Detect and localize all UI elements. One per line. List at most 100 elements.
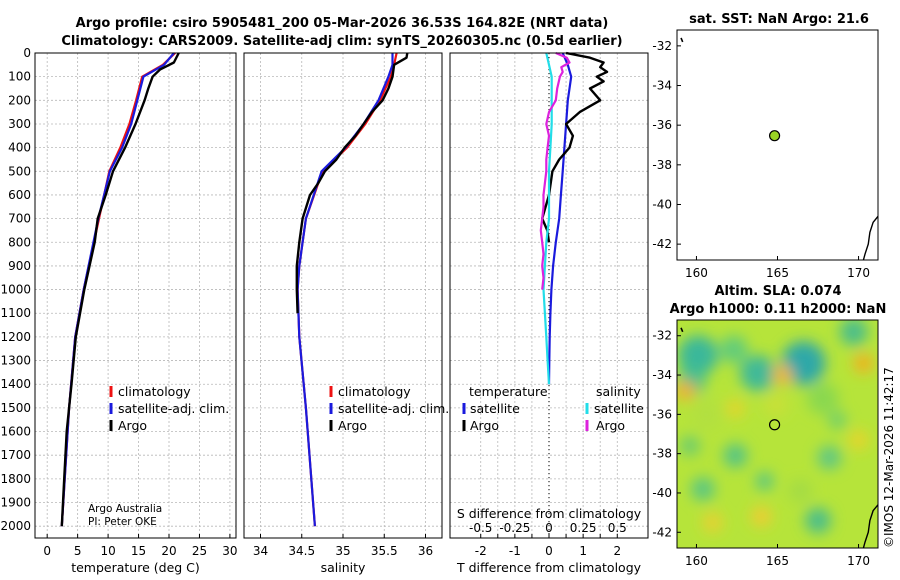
legend-header-temperature: temperature (469, 384, 548, 399)
legend-label-satellite: satellite-adj. clim. (338, 401, 449, 416)
y-tick-label: 1200 (0, 330, 31, 344)
sla-anomaly (678, 335, 719, 376)
sla-map: 160 165 170 -32 -34 -36 -38 -40 -42 (652, 319, 879, 568)
map-y-tick-label: -42 (652, 525, 672, 539)
x2-tick-label: -0.5 (469, 521, 492, 535)
y-tick-label: 700 (8, 212, 31, 226)
x-tick-label: -2 (475, 544, 487, 558)
legend-header-salinity: salinity (596, 384, 641, 399)
map-y-tick-label: -40 (652, 486, 672, 500)
axes-frame (34, 52, 237, 539)
map-x-tick-label: 170 (847, 554, 870, 568)
sla-anomaly (763, 392, 788, 417)
timestamp: ©IMOS 12-Mar-2026 11:42:17 (882, 367, 896, 548)
sla-map-title-line1: Altim. SLA: 0.074 (715, 284, 842, 299)
series-line (60, 52, 175, 527)
sla-anomaly (723, 443, 748, 468)
x-tick-label: 25 (192, 544, 207, 558)
y-tick-label: 500 (8, 164, 31, 178)
difference-panel: -2 -1 0 1 2-0.5 -0.25 0 0.25 0.5S difference fro… (449, 51, 649, 575)
x2-tick-label: 0.25 (570, 521, 597, 535)
x-tick-label: 15 (131, 544, 146, 558)
y-tick-label: 300 (8, 117, 31, 131)
x-tick-label: 2 (613, 544, 621, 558)
legend-label-argo: Argo (338, 418, 367, 433)
y-tick-label: 800 (8, 235, 31, 249)
map-frame (676, 29, 879, 261)
sla-field (677, 320, 874, 534)
salinity-legend: climatology satellite-adj. clim. Argo (329, 384, 449, 433)
map-x-tick-label: 165 (766, 554, 789, 568)
coastline-nz (862, 504, 879, 549)
x-tick-label: -1 (509, 544, 521, 558)
y-tick-label: 100 (8, 70, 31, 84)
main-title-line1: Argo profile: csiro 5905481_200 05-Mar-2… (76, 16, 609, 31)
x2-tick-label: -0.25 (499, 521, 530, 535)
x-tick-label: 34 (253, 544, 268, 558)
sla-anomaly (853, 353, 874, 374)
sla-anomaly (839, 320, 868, 346)
series-line (60, 52, 180, 527)
legend-label-sal-satellite: satellite (594, 401, 644, 416)
sla-anomaly (677, 380, 696, 401)
y-tick-label: 1400 (0, 377, 31, 391)
sla-map-title-line2: Argo h1000: 0.11 h2000: NaN (670, 302, 887, 317)
map-x-tick-label: 165 (766, 266, 789, 280)
salinity-panel: 34 34.5 35 35.5 36 salinity (243, 52, 443, 575)
coastline-islet (680, 327, 684, 333)
sla-anomaly (848, 429, 869, 450)
x2-tick-label: 0 (545, 521, 553, 535)
y-tick-label: 900 (8, 259, 31, 273)
map-x-tick-label: 160 (685, 266, 708, 280)
y-tick-label: 1000 (0, 283, 31, 297)
y-tick-label: 400 (8, 141, 31, 155)
series-line (60, 52, 176, 527)
map-y-tick-label: -40 (652, 197, 672, 211)
sla-anomaly (702, 512, 723, 533)
y-tick-label: 2000 (0, 519, 31, 533)
float-position-marker (768, 130, 781, 142)
y-tick-label: 1300 (0, 354, 31, 368)
x-tick-label: 30 (222, 544, 237, 558)
y-tick-label: 0 (23, 46, 31, 60)
axes-frame (243, 52, 443, 539)
x-tick-label: 35 (335, 544, 350, 558)
temperature-panel: 0100200300400500600700800900100011001200… (0, 46, 237, 575)
float-position-marker (768, 419, 781, 431)
y-tick-label: 200 (8, 93, 31, 107)
map-y-tick-label: -42 (652, 237, 672, 251)
map-y-tick-label: -32 (652, 329, 672, 343)
temperature-legend: climatology satellite-adj. clim. Argo (109, 384, 229, 433)
x-tick-label: 34.5 (288, 544, 315, 558)
map-y-tick-label: -36 (652, 407, 672, 421)
legend-label-climatology: climatology (338, 384, 411, 399)
map-y-tick-label: -32 (652, 39, 672, 53)
y-tick-label: 1800 (0, 472, 31, 486)
sla-anomaly (740, 355, 777, 392)
x-tick-label: 0 (43, 544, 51, 558)
x-axis-label: T difference from climatology (456, 560, 642, 575)
x-axis-label: temperature (deg C) (71, 560, 200, 575)
series-line (296, 53, 394, 527)
map-x-tick-label: 160 (685, 554, 708, 568)
y-tick-label: 1600 (0, 425, 31, 439)
x-tick-label: 5 (74, 544, 82, 558)
y-tick-label: 1700 (0, 448, 31, 462)
sla-anomaly (772, 365, 793, 386)
sla-anomaly (690, 398, 723, 431)
legend-label-satellite: satellite-adj. clim. (118, 401, 229, 416)
legend-label-argo: Argo (118, 418, 147, 433)
sla-anomaly (828, 411, 847, 430)
y-tick-label: 1100 (0, 306, 31, 320)
y-tick-label: 1900 (0, 496, 31, 510)
series-line (547, 52, 573, 385)
series-line (295, 52, 409, 314)
series-line (539, 51, 571, 290)
x-tick-label: 35.5 (371, 544, 398, 558)
map-y-tick-label: -34 (652, 368, 672, 382)
coastline-islet (680, 37, 684, 43)
map-y-tick-label: -36 (652, 118, 672, 132)
legend-label-temp-argo: Argo (470, 418, 499, 433)
legend-label-sal-argo: Argo (596, 418, 625, 433)
